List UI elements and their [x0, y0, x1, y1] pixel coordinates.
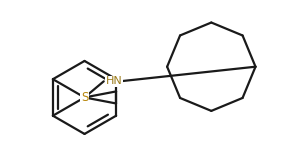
Text: HN: HN	[106, 76, 122, 86]
Text: S: S	[81, 91, 88, 104]
